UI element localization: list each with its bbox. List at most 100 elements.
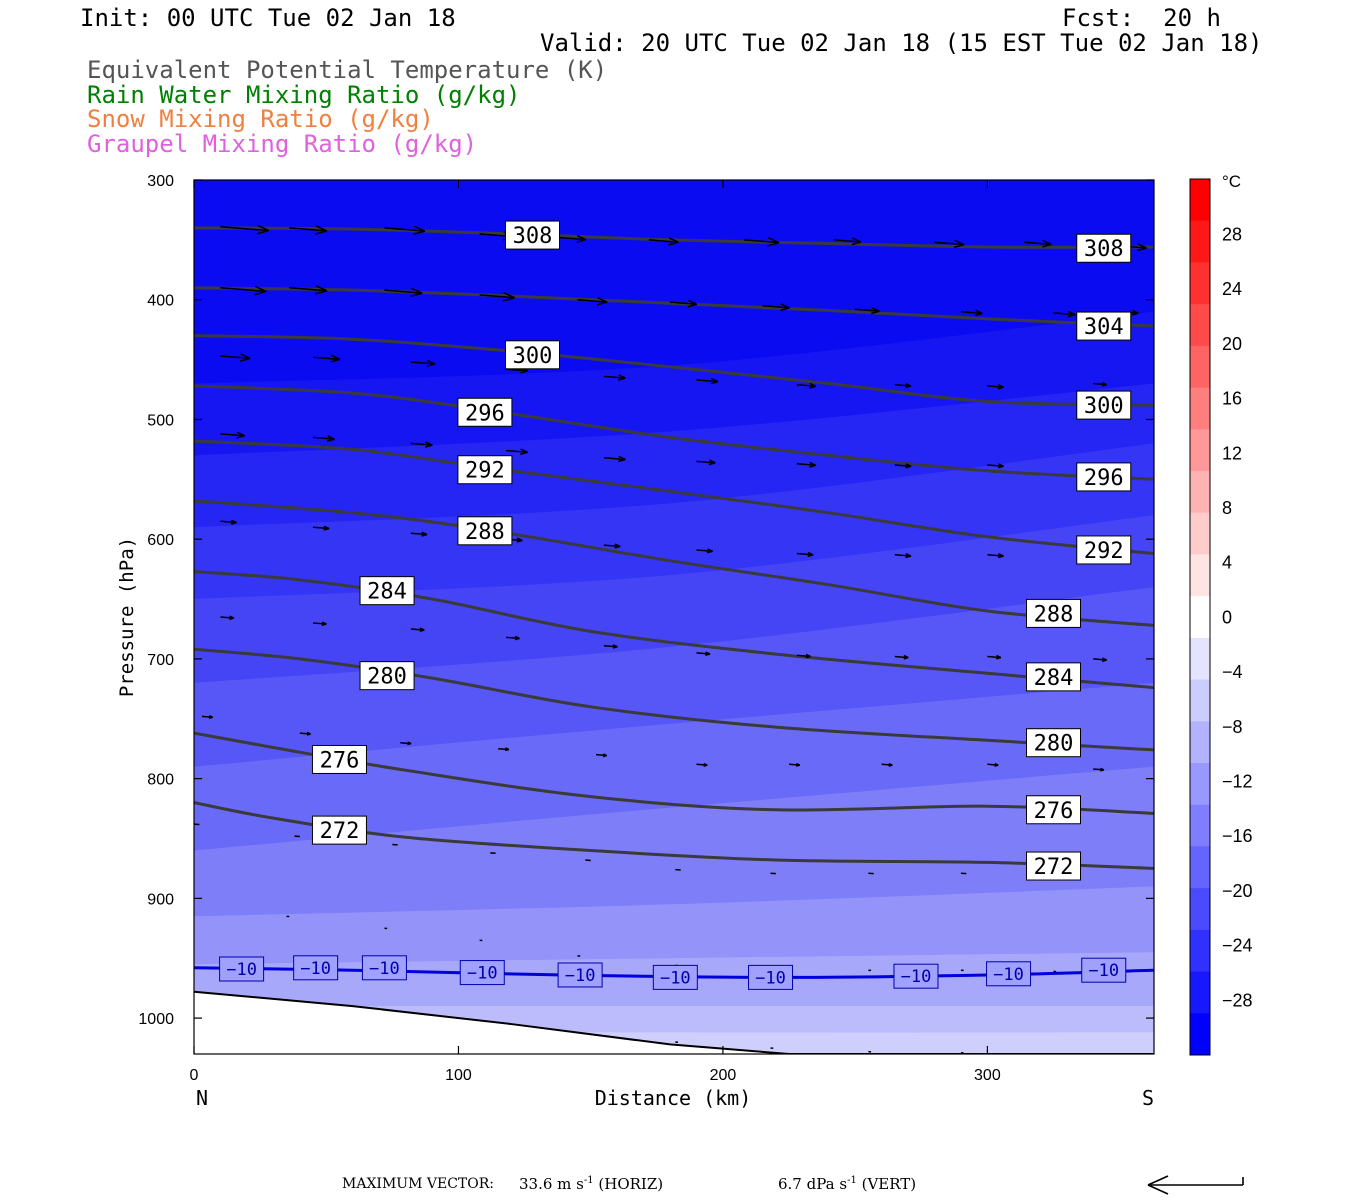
max-vert-vector: 6.7 dPa s-1 (VERT): [778, 1175, 916, 1193]
horiz-exponent: -1: [583, 1175, 594, 1186]
wind-vector: [894, 654, 909, 660]
isotherm-label: −10: [652, 964, 698, 990]
label-text: −10: [755, 968, 786, 988]
forecast-hour: Fcst: 20 h: [1062, 4, 1221, 32]
label-text: 300: [513, 344, 553, 369]
vector-head: [520, 451, 528, 456]
vector-head: [871, 307, 880, 312]
label-text: −10: [901, 967, 932, 987]
wind-vector: [1093, 767, 1105, 772]
theta-e-label: 304: [1076, 311, 1132, 341]
vector-shaft: [220, 520, 237, 524]
vector-shaft: [289, 287, 327, 292]
vector-shaft: [934, 241, 965, 246]
vector-head: [240, 353, 251, 360]
wind-vector: [312, 435, 335, 442]
theta-e-contour: [194, 647, 1154, 752]
colorbar-swatch: [1190, 345, 1210, 389]
wind-vector: [603, 543, 621, 549]
max-vert-unit: (VERT): [861, 1175, 917, 1193]
theta-e-label: 272: [1026, 851, 1082, 881]
label-text: −10: [993, 965, 1024, 985]
vector-head: [413, 230, 425, 236]
label-box: [1076, 390, 1132, 420]
theta-e-label: 308: [505, 220, 561, 250]
vector-head: [323, 525, 330, 530]
vector-head: [254, 290, 267, 296]
wind-vector: [796, 461, 817, 468]
wind-vector: [934, 239, 965, 249]
wind-vector: [410, 441, 433, 448]
y-tick-label: 300: [147, 173, 174, 190]
wind-vector: [384, 287, 423, 298]
x-tick-label: 200: [710, 1067, 737, 1084]
wind-vector: [1024, 239, 1052, 248]
label-text: 308: [1084, 237, 1124, 262]
wind-vector: [558, 235, 587, 243]
wind-vector: [960, 309, 983, 317]
wind-vector: [894, 463, 912, 469]
legend-snow: Snow Mixing Ratio (g/kg): [87, 105, 434, 133]
vector-head: [1042, 239, 1052, 246]
theta-e-contour: [194, 384, 1154, 481]
wind-vector: [696, 377, 719, 385]
theta-e-label: 300: [1076, 390, 1132, 420]
colorbar-swatch: [1190, 387, 1210, 430]
terrain-line: [194, 990, 1154, 1054]
label-text: 304: [1084, 315, 1124, 340]
wind-vector: [220, 353, 251, 362]
vector-head: [905, 552, 912, 557]
vector-head: [612, 644, 618, 648]
vector-head: [330, 358, 341, 363]
vector-head: [239, 357, 251, 362]
label-box: [457, 455, 513, 485]
vector-head: [236, 435, 245, 439]
label-box: [1026, 728, 1082, 758]
vector-shaft: [312, 622, 327, 625]
vector-head: [1100, 767, 1105, 771]
vector-head: [703, 762, 708, 766]
vector-head: [306, 731, 311, 735]
vector-head: [953, 243, 965, 249]
x-tick-label: 0: [190, 1067, 199, 1084]
wind-vector: [987, 762, 999, 767]
y-tick-label: 1000: [138, 1011, 174, 1028]
wind-vectors: [194, 224, 1147, 1054]
isotherm-label: −10: [986, 961, 1032, 987]
wind-vector: [1093, 381, 1107, 387]
colorbar-swatch: [1190, 596, 1210, 639]
isotherm-label: −10: [219, 956, 265, 982]
x-tick-label: 100: [445, 1067, 472, 1084]
vector-shaft: [506, 449, 528, 454]
colorbar-swatch: [1190, 846, 1210, 889]
label-box: [652, 964, 698, 990]
colorbar-tick-label: 8: [1222, 498, 1232, 518]
vector-shaft: [696, 379, 719, 383]
wind-vector: [1053, 310, 1076, 318]
vector-head: [614, 543, 621, 548]
vector-head: [520, 370, 528, 374]
theta-e-contour: [194, 226, 1154, 249]
label-box: [557, 962, 603, 988]
y-tick-label: 800: [147, 772, 174, 789]
colorbar-swatch: [1190, 888, 1210, 931]
vector-head: [407, 741, 412, 745]
y-axis-label: Pressure (hPa): [116, 537, 138, 697]
temperature-field: [194, 180, 1154, 1054]
theta-e-label: 308: [1076, 233, 1132, 263]
theta-e-contour: [194, 801, 1154, 870]
wind-vector: [788, 762, 801, 767]
theta-e-contour: [194, 499, 1154, 627]
vector-head: [954, 239, 965, 246]
vector-shaft: [669, 301, 698, 306]
vector-head: [421, 531, 428, 536]
wind-vector: [577, 297, 608, 306]
x-end-label-left: N: [196, 1086, 208, 1110]
colorbar-swatch: [1190, 971, 1210, 1014]
label-box: [457, 397, 513, 427]
colorbar-frame: [1189, 178, 1211, 1056]
colorbar-tick-label: −16: [1222, 826, 1253, 846]
vector-shaft: [220, 616, 234, 619]
wind-vector: [833, 237, 862, 246]
label-box: [457, 516, 513, 546]
